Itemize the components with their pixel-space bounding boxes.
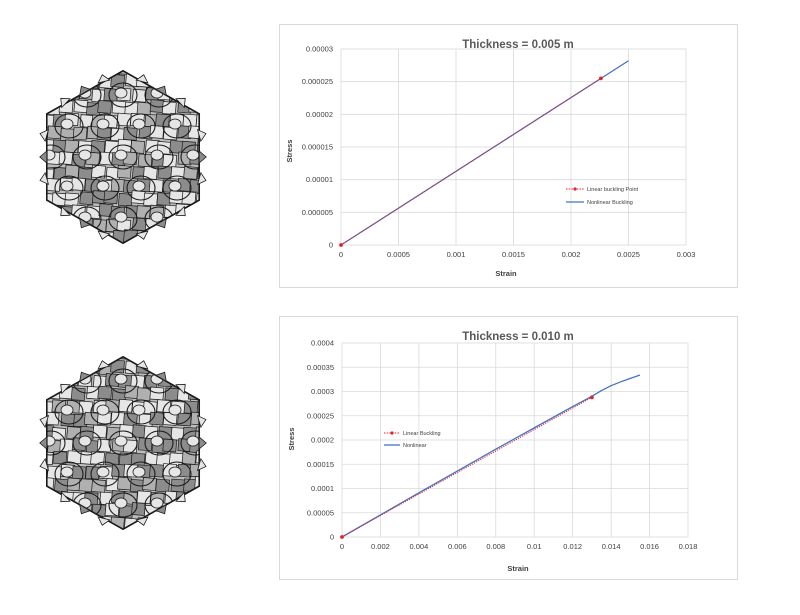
legend: Linear buckling Point Nonlinear Buckling bbox=[566, 187, 639, 206]
y-axis-label: Stress bbox=[287, 428, 296, 451]
x-tick-label: 0.004 bbox=[409, 542, 428, 551]
legend-linear-marker bbox=[573, 187, 577, 191]
chart-title: Thickness = 0.005 m bbox=[462, 39, 574, 51]
lattice-thin bbox=[39, 69, 207, 245]
legend-nonlinear-label: Nonlinear bbox=[403, 443, 427, 449]
x-tick-label: 0.012 bbox=[563, 542, 582, 551]
legend: Linear Buckling Nonlinear bbox=[384, 431, 441, 449]
y-tick-label: 0.00005 bbox=[307, 508, 334, 517]
series-line-nonlinear bbox=[341, 374, 641, 538]
x-tick-label: 0.001 bbox=[447, 250, 466, 259]
y-tick-label: 0.00015 bbox=[307, 460, 334, 469]
x-tick-label: 0.014 bbox=[602, 542, 621, 551]
y-tick-label: 0.00035 bbox=[307, 363, 334, 372]
x-tick-label: 0 bbox=[340, 542, 344, 551]
gridlines bbox=[340, 48, 687, 246]
chart-thickness-0010: Thickness = 0.010 m Strain Stress Linear… bbox=[279, 316, 738, 580]
y-tick-label: 0.000025 bbox=[302, 77, 333, 86]
y-tick-label: 0.0002 bbox=[311, 436, 334, 445]
x-tick-label: 0.0025 bbox=[617, 250, 640, 259]
y-tick-label: 0.0004 bbox=[311, 339, 334, 348]
y-tick-label: 0.000015 bbox=[302, 143, 333, 152]
y-tick-label: 0.0001 bbox=[311, 484, 334, 493]
y-tick-label: 0.0003 bbox=[311, 387, 334, 396]
y-tick-label: 0 bbox=[329, 241, 333, 250]
y-tick-label: 0 bbox=[330, 533, 334, 542]
y-tick-label: 0.00003 bbox=[306, 45, 333, 54]
series-line-linear bbox=[340, 77, 602, 246]
gridlines bbox=[341, 342, 689, 538]
x-tick-label: 0.0015 bbox=[502, 250, 525, 259]
y-tick-label: 0.000005 bbox=[302, 208, 333, 217]
x-tick-label: 0.008 bbox=[486, 542, 505, 551]
chart-title: Thickness = 0.010 m bbox=[462, 331, 574, 343]
data-point-linear bbox=[340, 535, 344, 539]
series-line-linear bbox=[341, 396, 593, 538]
x-tick-label: 0.016 bbox=[640, 542, 659, 551]
chart-svg: Thickness = 0.010 m Strain Stress Linear… bbox=[287, 331, 698, 573]
data-point-linear bbox=[339, 243, 343, 247]
y-axis-label: Stress bbox=[285, 140, 294, 163]
x-tick-label: 0 bbox=[339, 250, 343, 259]
y-tick-label: 0.00025 bbox=[307, 411, 334, 420]
lattice-structure-image-thick bbox=[28, 348, 218, 538]
data-point-linear bbox=[599, 76, 603, 81]
x-tick-label: 0.003 bbox=[677, 250, 696, 259]
x-tick-label: 0.002 bbox=[371, 542, 390, 551]
lattice-structure-image-thin bbox=[28, 62, 218, 252]
legend-linear-marker bbox=[390, 431, 394, 435]
x-tick-label: 0.002 bbox=[562, 250, 581, 259]
chart-thickness-0005: Thickness = 0.005 m Strain Stress Linear… bbox=[279, 24, 738, 288]
y-tick-label: 0.00002 bbox=[306, 110, 333, 119]
x-axis-label: Strain bbox=[495, 269, 517, 278]
chart-svg: Thickness = 0.005 m Strain Stress Linear… bbox=[285, 39, 696, 278]
y-tick-label: 0.00001 bbox=[306, 175, 333, 184]
x-tick-label: 0.01 bbox=[527, 542, 542, 551]
x-tick-label: 0.0005 bbox=[387, 250, 410, 259]
lattice-thick bbox=[39, 355, 207, 531]
x-tick-label: 0.018 bbox=[679, 542, 698, 551]
x-tick-label: 0.006 bbox=[448, 542, 467, 551]
x-axis-label: Strain bbox=[507, 564, 529, 573]
legend-nonlinear-label: Nonlinear Buckling bbox=[587, 200, 633, 206]
legend-linear-label: Linear Buckling bbox=[403, 431, 441, 437]
data-point-linear bbox=[589, 395, 594, 400]
legend-linear-label: Linear buckling Point bbox=[587, 187, 639, 193]
